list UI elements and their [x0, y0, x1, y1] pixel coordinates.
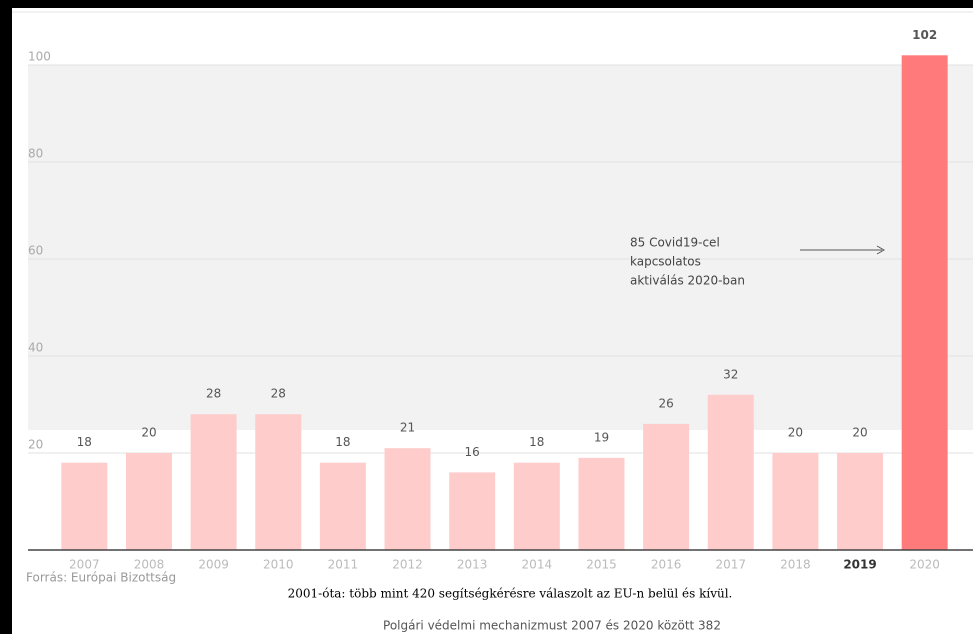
bar [384, 448, 431, 550]
x-tick-label: 2007 [69, 558, 100, 572]
x-tick-label: 2010 [263, 558, 294, 572]
value-label: 18 [529, 435, 544, 449]
bar [513, 462, 560, 550]
x-tick-label: 2018 [780, 558, 811, 572]
y-tick-label: 100 [28, 50, 51, 64]
annotation: kapcsolatos [630, 255, 701, 269]
value-label: 26 [658, 396, 673, 410]
x-tick-label: 2011 [328, 558, 359, 572]
x-tick-label: 2016 [651, 558, 682, 572]
bar [319, 462, 366, 550]
bar [707, 394, 754, 550]
bar [449, 472, 496, 550]
y-tick-label: 40 [28, 341, 43, 355]
value-label: 20 [852, 426, 867, 440]
y-tick-label: 60 [28, 244, 43, 258]
y-tick-label: 20 [28, 438, 43, 452]
x-tick-label: 2020 [909, 558, 940, 572]
x-tick-label: 2013 [457, 558, 488, 572]
value-label: 20 [141, 426, 156, 440]
value-label: 18 [77, 435, 92, 449]
value-label: 18 [335, 435, 350, 449]
arrow-head [876, 245, 886, 255]
value-label: 19 [594, 430, 609, 444]
value-label: 16 [465, 445, 480, 459]
caption: 2001-óta: több mint 420 segítségkérésre … [288, 587, 733, 601]
bar [837, 453, 884, 550]
value-label: 20 [788, 426, 803, 440]
bar [578, 457, 625, 550]
bar [772, 453, 819, 550]
value-label: 28 [271, 387, 286, 401]
x-tick-label: 2009 [198, 558, 229, 572]
source: Forrás: Európai Bizottság [26, 571, 176, 585]
x-tick-label: 2019 [843, 558, 876, 572]
bar [61, 462, 108, 550]
plot-band [28, 65, 973, 430]
x-tick-label: 2015 [586, 558, 617, 572]
value-label: 28 [206, 387, 221, 401]
x-tick-label: 2014 [522, 558, 553, 572]
x-tick-label: 2012 [392, 558, 423, 572]
subcaption: Polgári védelmi mechanizmust 2007 és 202… [383, 619, 721, 633]
bar [255, 414, 302, 550]
x-tick-label: 2008 [134, 558, 165, 572]
bar [125, 453, 172, 550]
bar [901, 55, 948, 551]
annotation: aktiválás 2020-ban [630, 274, 745, 288]
x-tick-label: 2017 [715, 558, 746, 572]
bar [190, 414, 237, 550]
value-label: 21 [400, 421, 415, 435]
value-label: 32 [723, 367, 738, 381]
bar [643, 423, 690, 550]
y-tick-label: 80 [28, 147, 43, 161]
value-label: 102 [912, 28, 937, 42]
annotation: 85 Covid19-cel [630, 236, 720, 250]
